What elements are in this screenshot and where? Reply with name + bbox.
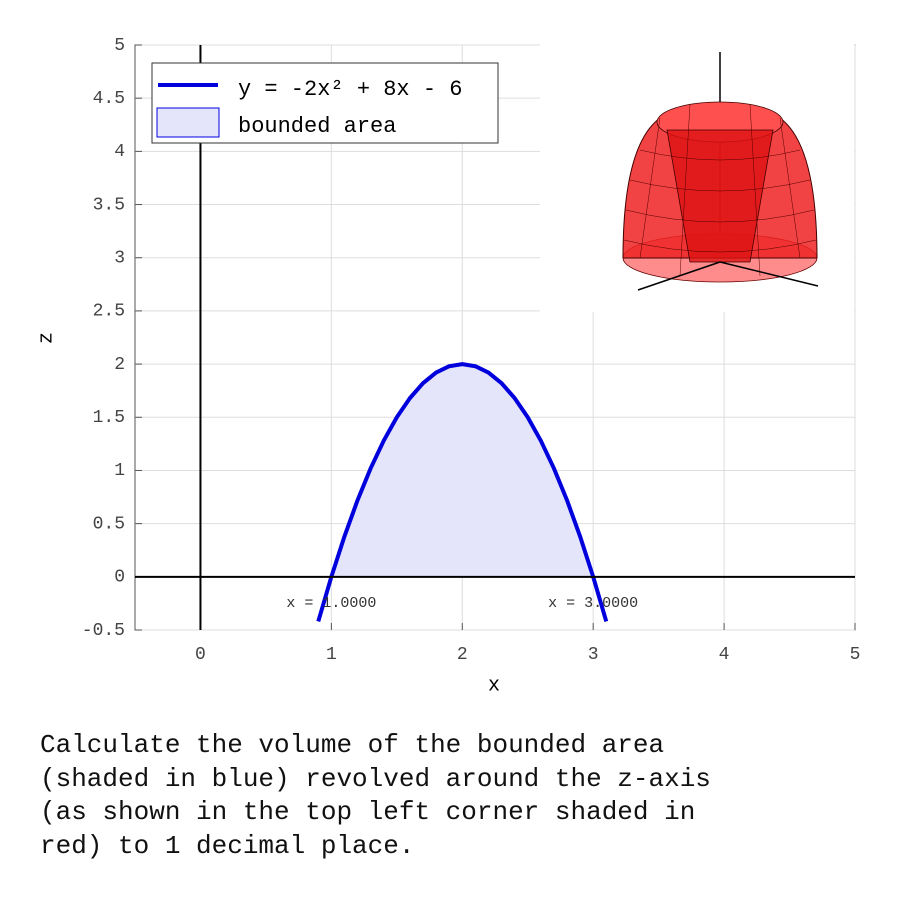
x-tick-label: 2 xyxy=(457,645,468,665)
x-tick-label: 4 xyxy=(719,645,730,665)
x-tick-label: 1 xyxy=(326,645,337,665)
y-tick-label: 2 xyxy=(114,355,125,375)
legend-label: bounded area xyxy=(238,114,396,139)
curve xyxy=(316,362,609,623)
x-tick-label: 0 xyxy=(195,645,206,665)
y-tick-label: 2.5 xyxy=(93,302,125,322)
legend: y = -2x² + 8x - 6 bounded area xyxy=(151,62,499,144)
inset-inner-funnel xyxy=(666,129,774,263)
annotation: x = 1.0000 xyxy=(286,595,376,612)
y-tick-label: 1.5 xyxy=(93,408,125,428)
y-tick-label: 1 xyxy=(114,461,125,481)
y-tick-label: -0.5 xyxy=(82,621,125,641)
y-tick-label: 5 xyxy=(114,36,125,56)
question-line: red) to 1 decimal place. xyxy=(40,831,414,861)
question-line: (as shown in the top left corner shaded … xyxy=(40,797,695,827)
inset-3d xyxy=(540,40,854,312)
y-tick-label: 3.5 xyxy=(93,195,125,215)
question-line: (shaded in blue) revolved around the z-a… xyxy=(40,764,711,794)
plot-layer xyxy=(316,362,609,623)
inset-mesh xyxy=(623,103,817,277)
x-tick-label: 3 xyxy=(588,645,599,665)
x-tick-label: 5 xyxy=(850,645,861,665)
y-tick-label: 4 xyxy=(114,142,125,162)
y-tick-label: 0 xyxy=(114,568,125,588)
legend-label: y = -2x² + 8x - 6 xyxy=(238,77,462,102)
y-tick-label: 3 xyxy=(114,248,125,268)
y-tick-label: 0.5 xyxy=(93,514,125,534)
inset-y-axis xyxy=(719,261,819,287)
legend-area-swatch xyxy=(156,107,220,138)
x-axis-label: x xyxy=(488,674,500,697)
y-axis-label: z xyxy=(35,332,58,344)
question-line: Calculate the volume of the bounded area xyxy=(40,730,664,760)
inset-x-axis xyxy=(637,261,721,291)
y-tick-label: 4.5 xyxy=(93,89,125,109)
annotation: x = 3.0000 xyxy=(548,595,638,612)
